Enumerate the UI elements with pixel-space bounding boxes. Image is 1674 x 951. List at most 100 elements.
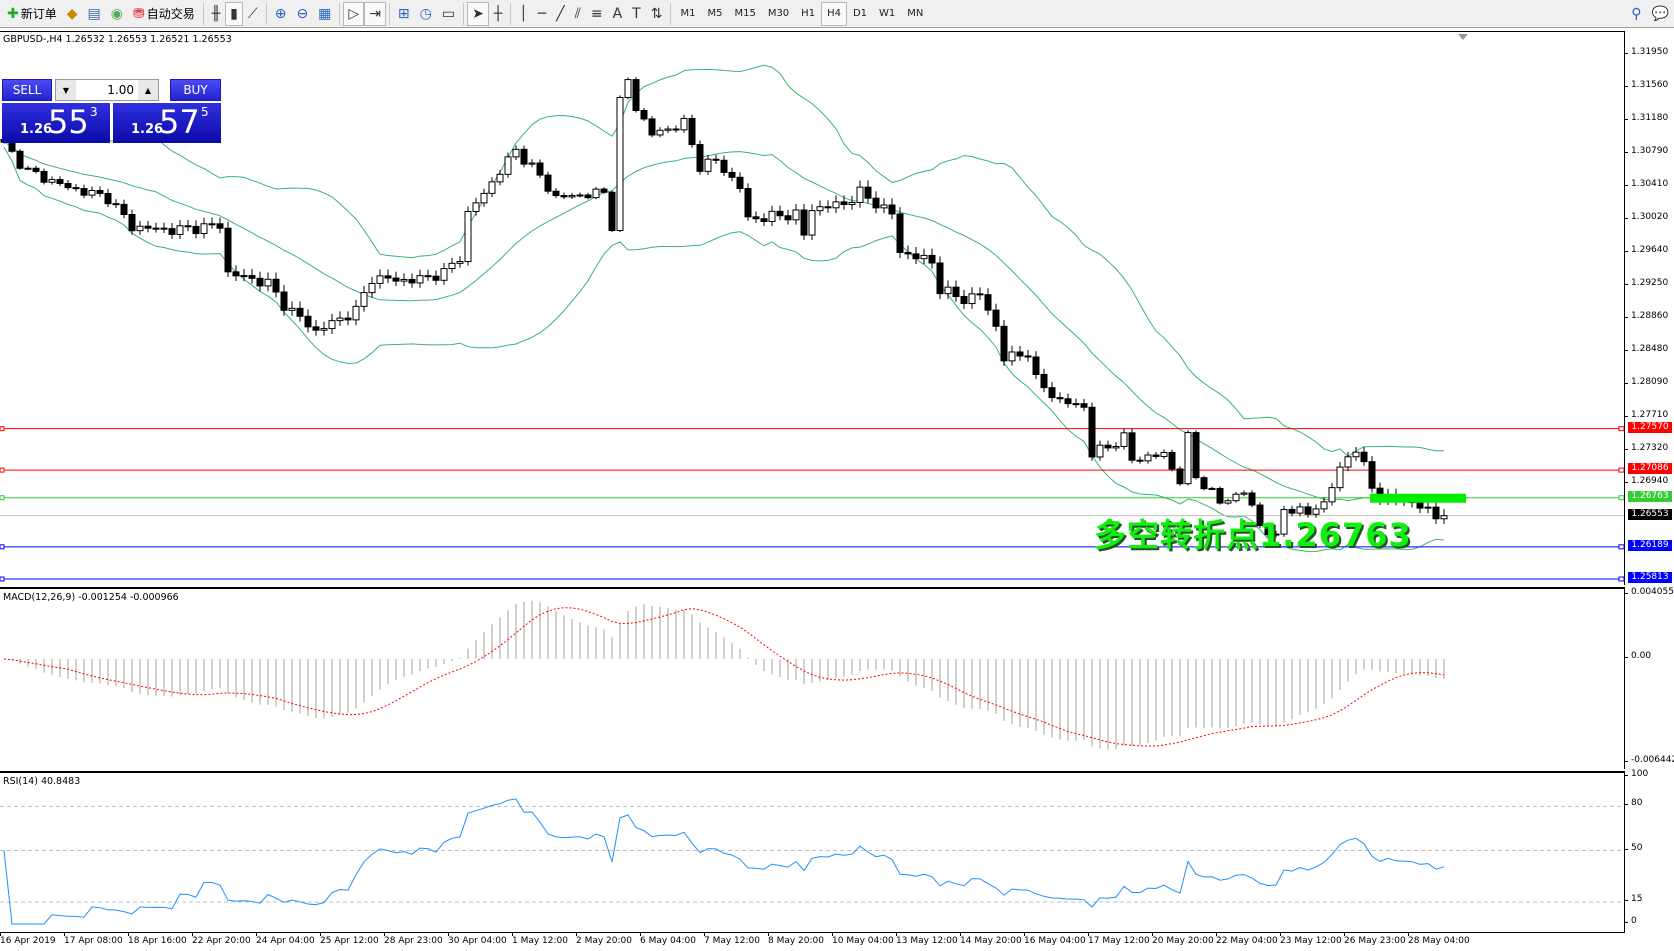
bullish-candle-body — [768, 210, 776, 222]
price-axis[interactable]: 1.27570 1.27086 1.26763 1.26553 1.26189 1.258… — [1625, 31, 1674, 585]
price-tick-label: 1.28090 — [1625, 377, 1668, 387]
candle — [576, 192, 584, 198]
toolbar-button-autoscroll[interactable]: ▷ — [343, 1, 365, 26]
timeframe-m30[interactable]: M30 — [767, 8, 790, 19]
bearish-candle-body — [304, 315, 312, 328]
bearish-candle-body — [144, 225, 152, 229]
bullish-candle-body — [464, 210, 472, 263]
rsi-tick-label: 80 — [1625, 798, 1642, 808]
bullish-candle-body — [1320, 501, 1328, 510]
candle — [816, 200, 824, 216]
toolbar-button-vertical-line[interactable]: │ — [514, 2, 532, 26]
lot-size-field: ▼ ▲ — [55, 79, 159, 101]
toolbar-button-line-chart[interactable]: ⟋ — [243, 2, 263, 26]
price-tick-label: 1.30020 — [1625, 212, 1668, 222]
toolbar-button-candlestick[interactable]: ▮ — [225, 1, 243, 26]
toolbar-button-fibonacci[interactable]: ≡ — [586, 2, 608, 26]
macd-panel[interactable]: MACD(12,26,9) -0.001254 -0.000966 — [0, 587, 1625, 769]
toolbar-button-horizontal-line[interactable]: ─ — [533, 2, 551, 26]
bullish-candle-body — [592, 188, 600, 199]
bid-quote[interactable]: 1.26 55 3 — [2, 103, 110, 143]
bearish-candle-body — [1128, 432, 1136, 461]
level-handle-left — [0, 495, 5, 501]
toolbar-button-signal[interactable]: ◉ — [106, 2, 128, 26]
vertical-line-icon: │ — [519, 5, 528, 22]
toolbar-button-zoom-in[interactable]: ⊕ — [270, 2, 292, 26]
toolbar-button-tile-windows[interactable]: ▦ — [313, 2, 336, 26]
bearish-candle-body — [112, 203, 120, 206]
toolbar-button-equidistant-channel[interactable]: ⫽ — [570, 2, 586, 26]
candle — [1248, 490, 1256, 508]
chat-icon[interactable]: 💬 — [1651, 5, 1669, 22]
bearish-candle-body — [736, 176, 744, 190]
candle — [1104, 440, 1112, 452]
timeframe-w1[interactable]: W1 — [879, 8, 896, 19]
bullish-candle-body — [496, 173, 504, 183]
candle — [320, 321, 328, 336]
candle — [1320, 497, 1328, 513]
toolbar-button-periods[interactable]: ◷ — [415, 2, 437, 26]
sell-button[interactable]: SELL — [2, 79, 52, 101]
periods-icon: ◷ — [419, 5, 432, 22]
toolbar-button-zoom-out[interactable]: ⊖ — [291, 2, 313, 26]
timeframe-m15[interactable]: M15 — [734, 8, 756, 19]
bid-fraction: 3 — [90, 105, 98, 119]
candle — [1304, 502, 1312, 518]
price-chart[interactable]: GBPUSD-,H4 1.26532 1.26553 1.26521 1.265… — [0, 31, 1625, 585]
timeframe-d1[interactable]: D1 — [852, 8, 868, 19]
timeframe-m1[interactable]: M1 — [680, 8, 696, 19]
toolbar-button-trendline[interactable]: ╱ — [551, 2, 569, 26]
rsi-panel[interactable]: RSI(14) 40.8483 — [0, 771, 1625, 932]
bearish-candle-body — [224, 227, 232, 273]
candle — [712, 154, 720, 164]
bearish-candle-body — [1104, 444, 1112, 449]
candle — [1160, 449, 1168, 459]
ask-pips: 57 — [159, 103, 200, 141]
toolbar-button-templates[interactable]: ▭ — [437, 2, 460, 26]
toolbar-button-indicators[interactable]: ⊞ — [393, 2, 415, 26]
timeframe-h1[interactable]: H1 — [801, 8, 816, 19]
candle — [1208, 486, 1216, 491]
candle — [288, 301, 296, 316]
candle — [112, 199, 120, 209]
candle — [480, 188, 488, 207]
toolbar-button-autotrading[interactable]: ⛃ 自动交易 — [128, 2, 200, 26]
toolbar-button-bar-chart[interactable]: ╫ — [207, 2, 225, 26]
toolbar-button-expert[interactable]: ◆ — [62, 2, 83, 26]
candle — [544, 171, 552, 194]
timeframe-m5[interactable]: M5 — [707, 8, 723, 19]
bearish-candle-body — [800, 209, 808, 236]
candle — [792, 204, 800, 225]
bullish-candle-body — [336, 317, 344, 322]
toolbar-button-chart-shift[interactable]: ⇥ — [364, 1, 386, 26]
candle — [624, 77, 632, 100]
lot-input[interactable] — [76, 80, 138, 100]
toolbar-button-arrows[interactable]: ⇅ — [646, 2, 668, 26]
bearish-candle-body — [120, 203, 128, 216]
bullish-candle-body — [264, 278, 272, 287]
toolbar-button-crosshair[interactable]: ┼ — [489, 2, 507, 26]
toolbar-button-cursor[interactable]: ➤ — [467, 1, 489, 26]
bearish-candle-body — [272, 278, 280, 293]
search-icon[interactable]: ⚲ — [1631, 5, 1642, 22]
candle — [1368, 456, 1376, 493]
bearish-candle-body — [864, 186, 872, 199]
rsi-tick-label: 50 — [1625, 843, 1642, 853]
lot-decrease-icon[interactable]: ▼ — [56, 80, 76, 100]
toolbar-button-new-order[interactable]: ✚ 新订单 — [2, 2, 62, 26]
lot-increase-icon[interactable]: ▲ — [138, 80, 158, 100]
toolbar-button-text-label[interactable]: T — [627, 2, 646, 26]
macd-signal-line — [3, 607, 1445, 747]
toolbar-button-terminal[interactable]: ▤ — [83, 2, 106, 26]
ask-quote[interactable]: 1.26 57 5 — [113, 103, 221, 143]
price-tick-label: 1.30410 — [1625, 179, 1668, 189]
bearish-candle-body — [392, 277, 400, 282]
bullish-candle-body — [440, 268, 448, 281]
timeframe-mn[interactable]: MN — [907, 8, 924, 19]
signal-icon: ◉ — [110, 5, 123, 22]
buy-button[interactable]: BUY — [170, 79, 221, 101]
candle — [264, 272, 272, 292]
candle — [928, 248, 936, 269]
toolbar-button-text[interactable]: A — [608, 2, 628, 26]
timeframe-h4[interactable]: H4 — [821, 1, 847, 26]
